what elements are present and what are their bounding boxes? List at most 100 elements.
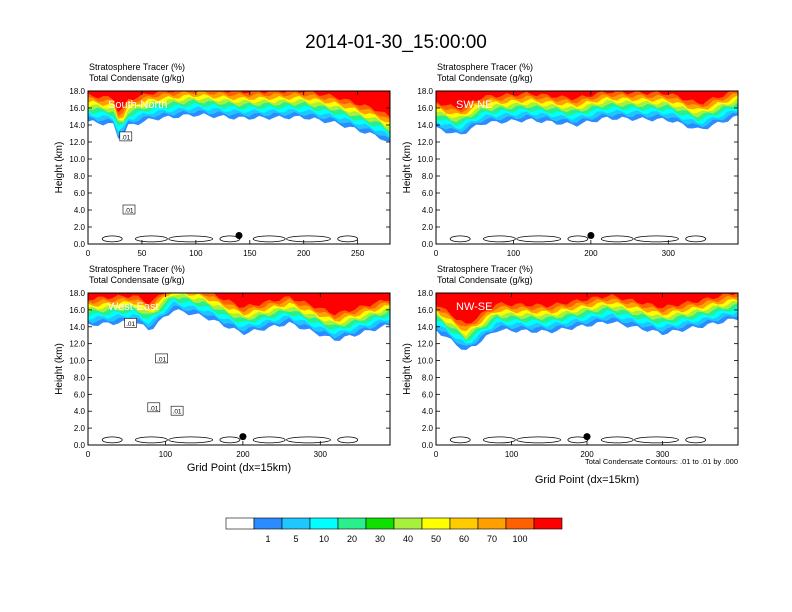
contour-label-box	[147, 402, 161, 413]
panel-4: 0.0 2.0 4.0 6.0 8.0 10.0 12.0 14.0 16.0 18.0 0 100 2…	[402, 264, 739, 486]
colorbar-cell	[281, 517, 311, 530]
contour-label-box	[124, 318, 137, 328]
contour-label: .01	[173, 409, 182, 416]
y-axis-label: Height (km)	[54, 142, 65, 194]
colorbar-label: 100	[512, 534, 527, 544]
colorbar-label: 70	[487, 534, 497, 544]
contour-label-box	[122, 204, 136, 215]
y-axis-label: Height (km)	[54, 343, 65, 395]
condensate-contour	[516, 436, 562, 444]
panel-header-tracer: Stratosphere Tracer (%)	[437, 264, 533, 274]
condensate-contour	[168, 436, 214, 444]
contour-label-box	[119, 131, 133, 142]
x-tick-label: 250	[351, 249, 365, 258]
x-tick-label: 300	[314, 450, 328, 459]
panel-header-tracer: Stratosphere Tracer (%)	[89, 264, 185, 274]
tracer-band	[88, 91, 390, 127]
condensate-contour	[516, 235, 562, 243]
x-tick-label: 300	[662, 249, 676, 258]
x-tick-label: 100	[507, 249, 521, 258]
panel-header-condensate: Total Condensate (g/kg)	[89, 275, 185, 285]
y-tick-label: 12.0	[417, 138, 433, 147]
y-tick-label: 10.0	[417, 357, 433, 366]
condensate-contour	[168, 235, 214, 243]
y-tick-label: 14.0	[69, 121, 85, 130]
x-tick-label: 100	[159, 450, 173, 459]
location-marker	[583, 433, 591, 441]
contour-label: .01	[126, 321, 135, 328]
condensate-contour	[286, 436, 331, 444]
colorbar-cell	[337, 517, 367, 530]
y-tick-label: 0.0	[422, 441, 434, 450]
x-tick-label: 0	[86, 249, 91, 258]
y-tick-label: 0.0	[74, 441, 86, 450]
colorbar-label: 5	[293, 534, 298, 544]
x-tick-label: 100	[505, 450, 519, 459]
y-tick-label: 12.0	[69, 138, 85, 147]
y-tick-label: 8.0	[422, 172, 434, 181]
condensate-contour	[134, 436, 168, 444]
tracer-field	[88, 91, 390, 243]
tracer-band	[88, 91, 390, 118]
contour-label: .01	[157, 356, 166, 363]
colorbar-label: 40	[403, 534, 413, 544]
y-tick-label: 4.0	[74, 206, 86, 215]
y-tick-label: 10.0	[69, 357, 85, 366]
contour-label: .01	[121, 134, 130, 141]
y-tick-label: 18.0	[69, 289, 85, 298]
location-marker	[587, 232, 595, 239]
x-tick-label: 0	[434, 249, 439, 258]
x-tick-label: 300	[656, 450, 670, 459]
y-tick-label: 6.0	[74, 189, 86, 198]
x-tick-label: 150	[243, 249, 257, 258]
panel-header-tracer: Stratosphere Tracer (%)	[437, 62, 533, 72]
plot-frame	[87, 292, 391, 446]
y-tick-label: 16.0	[69, 306, 85, 315]
condensate-contour	[567, 235, 589, 243]
y-tick-label: 8.0	[74, 172, 86, 181]
condensate-contour	[337, 436, 359, 444]
tracer-band	[436, 293, 738, 324]
condensate-contour	[286, 235, 331, 243]
colorbar: 1 5 10 20 30 40 50 60 70 100	[225, 517, 563, 544]
y-tick-label: 16.0	[69, 104, 85, 113]
condensate-contour	[449, 436, 471, 444]
plot-frame	[435, 90, 739, 245]
page-title: 2014-01-30_15:00:00	[305, 32, 487, 53]
condensate-contour	[337, 235, 359, 243]
contour-label-box	[170, 405, 184, 416]
contour-label: .01	[124, 208, 133, 215]
contour-note: Total Condensate Contours: .01 to .01 by…	[585, 457, 738, 466]
condensate-contour	[101, 235, 123, 243]
tracer-band	[436, 91, 738, 115]
y-tick-label: 10.0	[69, 155, 85, 164]
y-tick-label: 6.0	[422, 189, 434, 198]
y-tick-label: 8.0	[422, 373, 434, 382]
y-tick-label: 2.0	[422, 424, 434, 433]
colorbar-cell	[253, 517, 283, 530]
y-axis-label: Height (km)	[402, 343, 413, 395]
cross-section-label: West-East	[108, 301, 159, 313]
colorbar-cell	[449, 517, 479, 530]
condensate-contour	[685, 436, 707, 444]
y-tick-label: 12.0	[69, 340, 85, 349]
y-tick-label: 14.0	[417, 121, 433, 130]
cross-section-label: NW-SE	[456, 301, 492, 313]
y-tick-label: 14.0	[417, 323, 433, 332]
condensate-contour	[600, 436, 634, 444]
condensate-contour	[634, 235, 679, 243]
contour-label-box	[155, 353, 168, 364]
y-axis-label: Height (km)	[402, 142, 413, 194]
colorbar-label: 60	[459, 534, 469, 544]
y-tick-label: 6.0	[422, 390, 434, 399]
location-marker	[239, 433, 247, 441]
condensate-contour	[252, 436, 286, 444]
condensate-contour	[252, 235, 286, 243]
colorbar-cell	[393, 517, 423, 530]
colorbar-label: 10	[319, 534, 329, 544]
y-tick-label: 2.0	[422, 223, 434, 232]
condensate-contour	[219, 235, 241, 243]
condensate-contour	[634, 436, 679, 444]
tracer-band	[88, 293, 390, 316]
